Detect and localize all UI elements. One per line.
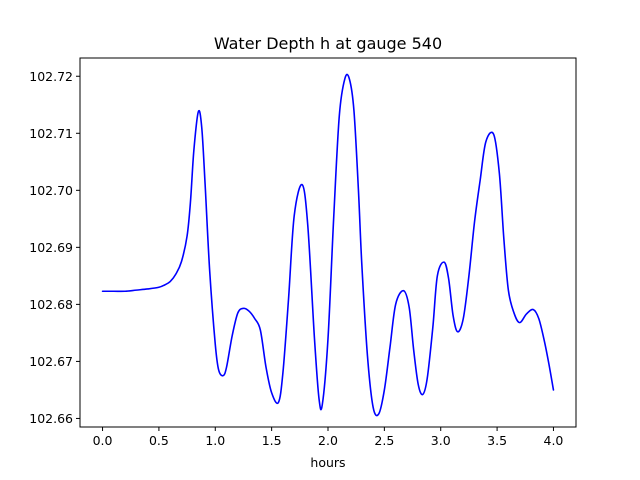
x-tick-label: 1.5 bbox=[262, 433, 282, 448]
y-tick-label: 102.66 bbox=[29, 411, 73, 426]
y-tick-label: 102.72 bbox=[29, 69, 73, 84]
plot-area bbox=[101, 73, 555, 417]
y-tick-label: 102.69 bbox=[29, 240, 73, 255]
x-tick-label: 2.0 bbox=[318, 433, 338, 448]
x-tick-label: 3.5 bbox=[487, 433, 507, 448]
x-axis-label: hours bbox=[310, 455, 345, 470]
y-tick-label: 102.68 bbox=[29, 297, 73, 312]
chart-title: Water Depth h at gauge 540 bbox=[214, 34, 442, 53]
x-tick-label: 0.0 bbox=[93, 433, 113, 448]
x-tick-label: 3.0 bbox=[431, 433, 451, 448]
axes-frame bbox=[79, 57, 577, 428]
x-tick-label: 1.0 bbox=[205, 433, 225, 448]
x-tick-label: 2.5 bbox=[374, 433, 394, 448]
y-tick-label: 102.67 bbox=[29, 354, 73, 369]
x-tick-label: 0.5 bbox=[149, 433, 169, 448]
series-line-0 bbox=[101, 73, 555, 417]
axis-ticks: 0.0 0.5 1.0 1.5 2.0 2.5 3.0 3.5 4.0 102.66 102.67 1… bbox=[29, 69, 563, 448]
x-tick-label: 4.0 bbox=[544, 433, 564, 448]
y-tick-label: 102.70 bbox=[29, 183, 73, 198]
y-tick-label: 102.71 bbox=[29, 126, 73, 141]
